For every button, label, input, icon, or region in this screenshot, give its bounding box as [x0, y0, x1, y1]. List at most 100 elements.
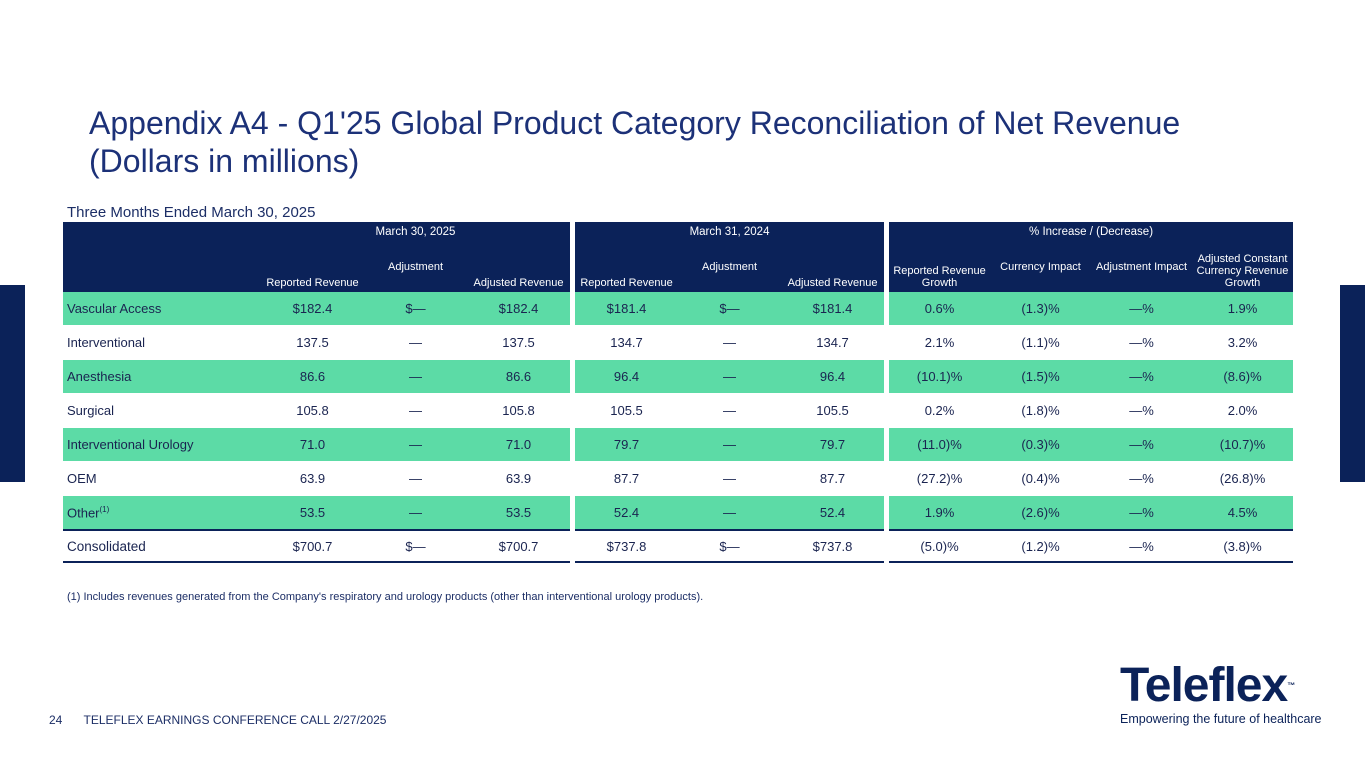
row-label-text: Anesthesia: [67, 369, 132, 384]
table-cell: 63.9: [467, 461, 571, 496]
table-cell: $700.7: [261, 529, 364, 563]
row-label-text: Surgical: [67, 403, 114, 418]
footnote: (1) Includes revenues generated from the…: [67, 591, 704, 603]
table-row: Anesthesia 86.6—86.6 96.4—96.4 (10.1)% (1.5)…: [63, 359, 1294, 394]
row-label-text: Interventional Urology: [67, 437, 194, 452]
table-cell: —%: [1091, 359, 1193, 394]
table-row: Interventional 137.5—137.5 134.7—134.7 2.1%…: [63, 325, 1294, 360]
group-header-percent: % Increase / (Decrease): [889, 222, 1294, 242]
col-header: Adjusted Constant Currency Revenue Growt…: [1192, 242, 1294, 292]
table-cell: 71.0: [261, 427, 364, 462]
row-label: OEM: [63, 461, 261, 496]
table-cell: $737.8: [781, 529, 885, 563]
row-label: Interventional Urology: [63, 427, 261, 462]
table-cell: 134.7: [781, 325, 885, 360]
table-cell: $700.7: [467, 529, 571, 563]
table-cell: (1.3)%: [990, 292, 1092, 326]
row-label-text: Vascular Access: [67, 301, 162, 316]
row-label-text: Consolidated: [67, 538, 146, 554]
table-cell: (2.6)%: [990, 495, 1092, 531]
table-cell: 2.1%: [889, 325, 991, 360]
table-cell: 105.5: [781, 393, 885, 428]
header-blank-2: [63, 242, 261, 292]
table-cell: —%: [1091, 393, 1193, 428]
logo-tagline: Empowering the future of healthcare: [1120, 712, 1322, 726]
col-header: Reported Revenue: [261, 242, 364, 292]
table-cell: 96.4: [575, 359, 679, 394]
table-cell: (5.0)%: [889, 529, 991, 563]
logo-tm: ™: [1287, 681, 1295, 690]
table-cell: 134.7: [575, 325, 679, 360]
table-cell: (0.4)%: [990, 461, 1092, 496]
table-cell: (10.1)%: [889, 359, 991, 394]
table-cell: 86.6: [261, 359, 364, 394]
row-label: Interventional: [63, 325, 261, 360]
footer-text: TELEFLEX EARNINGS CONFERENCE CALL 2/27/2…: [83, 713, 387, 727]
table-row: OEM 63.9—63.9 87.7—87.7 (27.2)% (0.4)% —% (26.…: [63, 461, 1294, 496]
table-cell: 87.7: [781, 461, 885, 496]
table-cell: 3.2%: [1192, 325, 1294, 360]
row-label: Surgical: [63, 393, 261, 428]
table-cell: (26.8)%: [1192, 461, 1294, 496]
table-cell: 1.9%: [1192, 292, 1294, 326]
row-label-text: Other: [67, 505, 100, 521]
table-cell: (10.7)%: [1192, 427, 1294, 462]
table-cell: —: [364, 359, 467, 394]
table-cell: 2.0%: [1192, 393, 1294, 428]
footnote-marker: (1): [99, 504, 110, 514]
col-header: Reported Revenue: [575, 242, 679, 292]
table-cell: —%: [1091, 427, 1193, 462]
table-cell: (1.8)%: [990, 393, 1092, 428]
table-cell: —: [364, 427, 467, 462]
table-cell: 79.7: [575, 427, 679, 462]
row-label: Other(1): [63, 495, 261, 531]
table-cell: —%: [1091, 325, 1193, 360]
table-cell: 105.5: [575, 393, 679, 428]
table-cell: $737.8: [575, 529, 679, 563]
reconciliation-table-container: March 30, 2025 March 31, 2024 % Increase…: [63, 222, 1294, 563]
table-cell: $181.4: [781, 292, 885, 326]
table-cell: 52.4: [575, 495, 679, 531]
table-cell: 52.4: [781, 495, 885, 531]
teleflex-logo: Teleflex™ Empowering the future of healt…: [1120, 662, 1330, 732]
group-header-2024: March 31, 2024: [575, 222, 885, 242]
table-cell: $—: [678, 529, 782, 563]
footer: 24 TELEFLEX EARNINGS CONFERENCE CALL 2/2…: [49, 713, 386, 727]
table-row: Vascular Access $182.4 $— $182.4 $181.4 $— $18…: [63, 292, 1294, 326]
row-label: Consolidated: [63, 529, 261, 563]
table-cell: (3.8)%: [1192, 529, 1294, 563]
table-cell: (27.2)%: [889, 461, 991, 496]
column-header-row: Reported Revenue Adjustment Adjusted Rev…: [63, 242, 1294, 292]
table-cell: —: [678, 495, 782, 531]
col-header: Adjusted Revenue: [781, 242, 885, 292]
table-cell: (1.5)%: [990, 359, 1092, 394]
table-cell: 105.8: [261, 393, 364, 428]
table-cell: 137.5: [467, 325, 571, 360]
col-header: Adjusted Revenue: [467, 242, 571, 292]
table-cell: —: [678, 427, 782, 462]
logo-wordmark: Teleflex™: [1120, 662, 1330, 710]
right-accent-bar: [1340, 285, 1365, 482]
table-cell: 0.6%: [889, 292, 991, 326]
table-cell: —: [678, 359, 782, 394]
table-cell: 79.7: [781, 427, 885, 462]
col-header: Adjustment Impact: [1091, 242, 1193, 292]
group-header-2025: March 30, 2025: [261, 222, 571, 242]
row-label-text: Interventional: [67, 335, 146, 350]
table-cell: 0.2%: [889, 393, 991, 428]
table-body: Vascular Access $182.4 $— $182.4 $181.4 $— $18…: [63, 292, 1294, 563]
row-label: Anesthesia: [63, 359, 261, 394]
table-cell: $182.4: [261, 292, 364, 326]
table-cell: 96.4: [781, 359, 885, 394]
table-cell: —%: [1091, 495, 1193, 531]
table-cell: 1.9%: [889, 495, 991, 531]
row-label: Vascular Access: [63, 292, 261, 326]
table-row: Interventional Urology 71.0—71.0 79.7—79.7…: [63, 427, 1294, 462]
table-subtitle: Three Months Ended March 30, 2025: [67, 204, 316, 221]
group-header-row: March 30, 2025 March 31, 2024 % Increase…: [63, 222, 1294, 242]
row-label-text: OEM: [67, 471, 97, 486]
table-cell: 105.8: [467, 393, 571, 428]
table-row: Other(1) 53.5—53.5 52.4—52.4 1.9% (2.6)% —% 4.…: [63, 495, 1294, 531]
col-header: Currency Impact: [990, 242, 1092, 292]
table-cell: (1.2)%: [990, 529, 1092, 563]
